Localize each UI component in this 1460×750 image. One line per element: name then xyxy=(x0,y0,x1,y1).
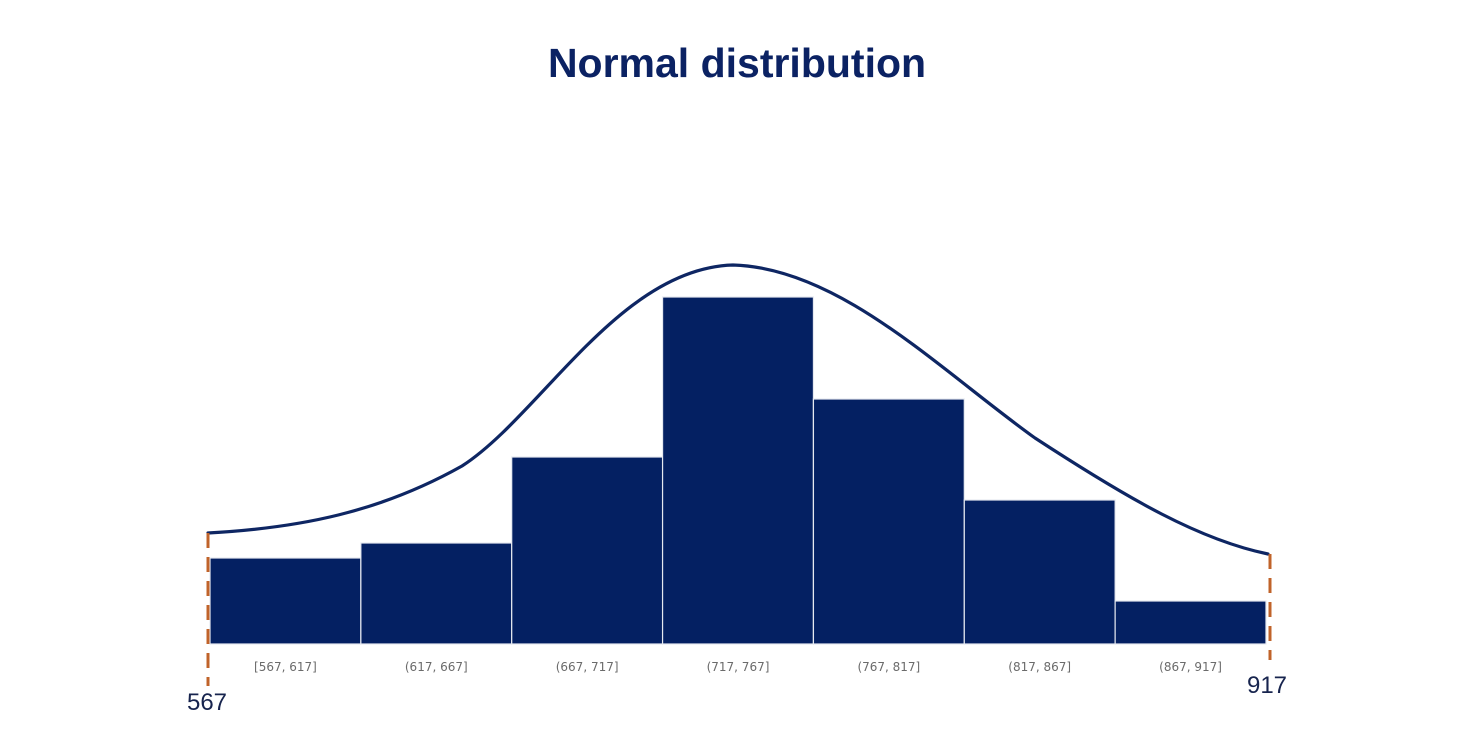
category-label: (767, 817] xyxy=(857,660,920,674)
histogram-bar xyxy=(812,398,965,645)
category-labels: [567, 617] (617, 667] (667, 717] (717, 767]… xyxy=(254,660,1222,674)
histogram-bar xyxy=(1114,600,1267,645)
category-label: (717, 767] xyxy=(707,660,770,674)
range-max-label: 917 xyxy=(1247,672,1287,699)
bars-layer xyxy=(209,296,1267,645)
chart-title: Normal distribution xyxy=(547,40,927,86)
category-label: [567, 617] xyxy=(254,660,317,674)
histogram-bar xyxy=(511,456,664,645)
category-label: (867, 917] xyxy=(1159,660,1222,674)
normal-curve xyxy=(206,263,1270,556)
histogram-bar xyxy=(209,557,362,645)
range-min-label: 567 xyxy=(187,689,227,716)
category-label: (617, 667] xyxy=(405,660,468,674)
category-label: (667, 717] xyxy=(556,660,619,674)
histogram-bar xyxy=(661,296,815,645)
category-label: (817, 867] xyxy=(1008,660,1071,674)
histogram-bar xyxy=(963,499,1116,645)
histogram-bar xyxy=(360,542,513,645)
